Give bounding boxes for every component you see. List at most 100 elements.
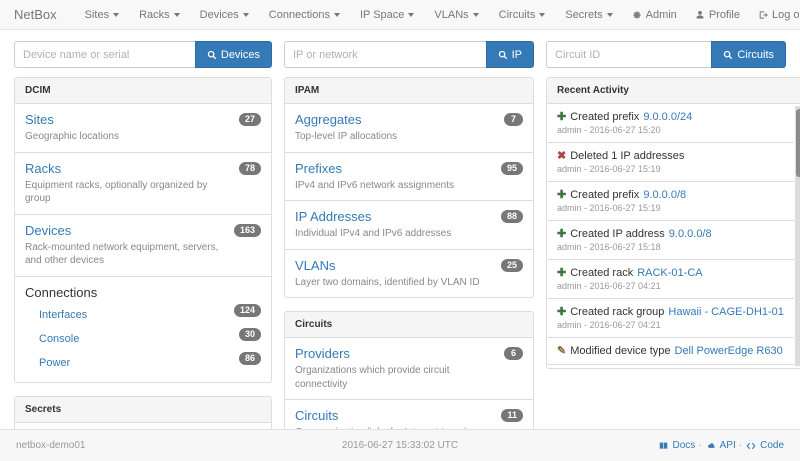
- logout-icon: [758, 10, 768, 20]
- link-interfaces[interactable]: Interfaces: [39, 308, 88, 321]
- page-footer: netbox-demo01 2016-06-27 15:33:02 UTC Do…: [0, 429, 800, 461]
- link-power[interactable]: Power: [39, 356, 71, 369]
- activity-text: Created IP address: [570, 228, 665, 240]
- badge-circuits: 11: [501, 409, 523, 422]
- footer-link-docs[interactable]: Docs: [672, 440, 696, 451]
- list-item-sites[interactable]: Sites 27 Geographic locations: [15, 104, 271, 153]
- badge-vlans: 25: [500, 258, 523, 272]
- activity-row[interactable]: ✚ Created prefix 9.0.0.0/24 admin - 2016…: [547, 104, 794, 143]
- link-ip-addresses[interactable]: IP Addresses: [295, 209, 372, 224]
- list-item-devices[interactable]: Devices 163 Rack-mounted network equipme…: [15, 215, 271, 277]
- list-item-racks[interactable]: Racks 78 Equipment racks, optionally org…: [15, 153, 271, 215]
- nav-item-ip-space[interactable]: IP Space: [350, 9, 424, 21]
- badge-devices: 163: [233, 223, 261, 237]
- nav-label: Devices: [199, 8, 239, 21]
- nav-item-admin[interactable]: Admin: [623, 9, 686, 21]
- footer-links: Docs · API · Code: [658, 440, 784, 451]
- activity-link[interactable]: RACK-01-CA: [637, 267, 703, 279]
- activity-row[interactable]: ✖ Deleted 1 IP addresses admin - 2016-06…: [547, 143, 794, 182]
- activity-scrollbar-thumb[interactable]: [795, 109, 800, 177]
- nav-item-profile[interactable]: Profile: [686, 9, 749, 21]
- footer-link-code[interactable]: Code: [760, 440, 784, 451]
- circuit-search-input[interactable]: [546, 41, 712, 68]
- plus-icon: ✚: [557, 189, 567, 201]
- link-racks[interactable]: Racks: [25, 160, 62, 176]
- nav-item-racks[interactable]: Racks: [129, 9, 190, 21]
- nav-label: Profile: [708, 8, 740, 21]
- activity-line: ✚ Created prefix 9.0.0.0/8: [557, 189, 784, 201]
- activity-row[interactable]: ✚ Created prefix 9.0.0.0/8 admin - 2016-…: [547, 182, 794, 221]
- panel-heading-secrets: Secrets: [15, 396, 271, 423]
- link-console[interactable]: Console: [39, 332, 80, 345]
- nav-label: Secrets: [565, 8, 603, 21]
- device-search-input[interactable]: [14, 41, 195, 68]
- ip-search-input[interactable]: [284, 41, 486, 68]
- nav-item-connections[interactable]: Connections: [259, 9, 350, 21]
- badge-sites: 27: [238, 113, 261, 126]
- activity-row[interactable]: ✚ Created rack group Hawaii - CAGE-DH1-0…: [547, 299, 794, 338]
- activity-row[interactable]: ✚ Created rack RACK-01-CA admin - 2016-0…: [547, 260, 794, 299]
- nav-label: Circuits: [498, 8, 536, 21]
- activity-text: Modified device type: [570, 345, 671, 357]
- activity-scroll-region[interactable]: ✚ Created prefix 9.0.0.0/24 admin - 2016…: [547, 104, 800, 368]
- link-aggregates[interactable]: Aggregates: [295, 112, 362, 127]
- activity-scrollbar[interactable]: [794, 106, 800, 366]
- link-providers[interactable]: Providers: [295, 346, 350, 361]
- activity-line: ✎ Modified device type Dell PowerEdge R6…: [557, 345, 784, 357]
- list-item-ip-addresses[interactable]: IP Addresses 88 Individual IPv4 and IPv6…: [285, 201, 533, 250]
- nav-item-vlans[interactable]: VLANs: [424, 9, 488, 21]
- sub-row-interfaces[interactable]: Interfaces 124: [25, 302, 261, 326]
- badge-power: 86: [238, 351, 261, 365]
- nav-item-circuits[interactable]: Circuits: [489, 9, 556, 21]
- list-item-providers[interactable]: Providers 6 Organizations which provide …: [285, 338, 533, 400]
- search-button-label: IP: [511, 48, 522, 61]
- device-search-button[interactable]: Devices: [194, 41, 272, 68]
- sub-row-power[interactable]: Power 86: [25, 350, 261, 374]
- link-devices[interactable]: Devices: [25, 222, 72, 238]
- circuit-search-button[interactable]: Circuits: [711, 41, 786, 68]
- link-circuits[interactable]: Circuits: [295, 408, 339, 423]
- activity-link[interactable]: 9.0.0.0/8: [643, 189, 687, 201]
- nav-item-devices[interactable]: Devices: [190, 9, 259, 21]
- search-icon: [498, 50, 508, 60]
- desc-devices: Rack-mounted network equipment, servers,…: [25, 241, 219, 267]
- activity-line: ✚ Created rack RACK-01-CA: [557, 267, 784, 279]
- activity-link[interactable]: 9.0.0.0/8: [668, 228, 712, 240]
- activity-row[interactable]: ✚ Created IP address 9.0.0.0/8 admin - 2…: [547, 221, 794, 260]
- plus-icon: ✚: [557, 228, 567, 240]
- panel-heading-dcim: DCIM: [15, 78, 271, 104]
- activity-link[interactable]: 9.0.0.0/24: [643, 111, 693, 123]
- column-activity: Recent Activity ✚ Created prefix 9.0.0.0…: [546, 77, 800, 382]
- ip-search-button[interactable]: IP: [485, 41, 534, 68]
- book-icon: [658, 441, 669, 451]
- activity-link[interactable]: Dell PowerEdge R630: [674, 345, 783, 357]
- nav-item-sites[interactable]: Sites: [75, 9, 129, 21]
- chevron-down-icon: [173, 12, 180, 17]
- chevron-down-icon: [539, 12, 546, 17]
- list-item-prefixes[interactable]: Prefixes 95 IPv4 and IPv6 network assign…: [285, 153, 533, 201]
- link-vlans[interactable]: VLANs: [295, 257, 336, 273]
- label-connections: Connections: [25, 284, 98, 300]
- link-sites[interactable]: Sites: [25, 112, 54, 127]
- circuit-search-group: Circuits: [546, 41, 786, 68]
- activity-row[interactable]: ✎ Modified device type Dell PowerEdge R6…: [547, 338, 794, 365]
- brand-logo[interactable]: NetBox: [14, 7, 57, 22]
- chevron-down-icon: [606, 12, 613, 17]
- activity-body: ✚ Created prefix 9.0.0.0/24 admin - 2016…: [547, 104, 800, 368]
- code-icon: [745, 441, 757, 451]
- footer-link-api[interactable]: API: [719, 440, 736, 451]
- ipam-list: Aggregates 7 Top-level IP allocations Pr…: [285, 104, 533, 297]
- list-item-aggregates[interactable]: Aggregates 7 Top-level IP allocations: [285, 104, 533, 153]
- search-row: Devices IP Circuits: [0, 30, 800, 77]
- desc-providers: Organizations which provide circuit conn…: [295, 365, 450, 390]
- primary-nav: Sites Racks Devices Connections IP Space…: [75, 9, 623, 21]
- desc-ip-addresses: Individual IPv4 and IPv6 addresses: [295, 228, 452, 239]
- activity-link[interactable]: Hawaii - CAGE-DH1-01: [668, 306, 784, 318]
- nav-item-logout[interactable]: Log out: [749, 9, 800, 21]
- nav-item-secrets[interactable]: Secrets: [555, 9, 622, 21]
- link-prefixes[interactable]: Prefixes: [295, 160, 342, 176]
- activity-meta: admin - 2016-06-27 04:21: [557, 320, 661, 330]
- sub-row-console[interactable]: Console 30: [25, 326, 261, 350]
- search-icon: [723, 50, 733, 60]
- list-item-vlans[interactable]: VLANs 25 Layer two domains, identified b…: [285, 250, 533, 298]
